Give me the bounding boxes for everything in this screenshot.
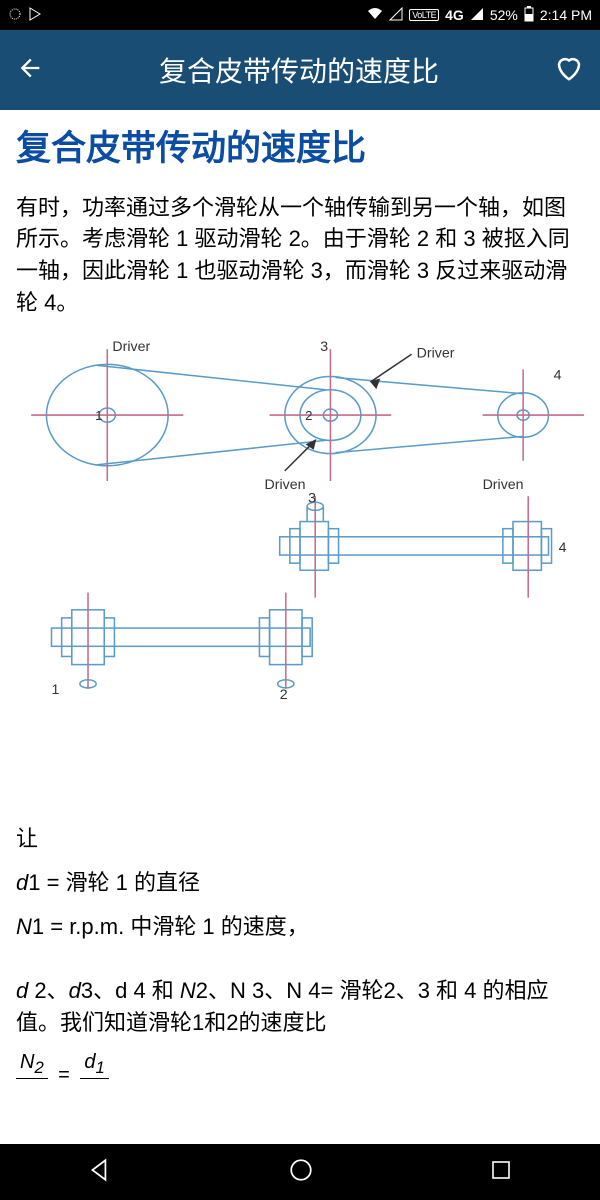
svg-text:Driven: Driven xyxy=(483,477,524,493)
definition-n1: N1 = r.p.m. 中滑轮 1 的速度， xyxy=(16,911,584,943)
wifi-icon xyxy=(367,7,383,24)
time-label: 2:14 PM xyxy=(540,7,592,23)
paragraph-2: d 2、d3、d 4 和 N2、N 3、N 4= 滑轮2、3 和 4 的相应值。… xyxy=(16,975,584,1039)
favorite-button[interactable] xyxy=(554,53,584,88)
svg-text:Driver: Driver xyxy=(417,345,455,361)
play-store-icon xyxy=(28,7,42,24)
content-heading: 复合皮带传动的速度比 xyxy=(16,126,584,172)
svg-text:2: 2 xyxy=(280,687,288,703)
page-title: 复合皮带传动的速度比 xyxy=(60,50,538,90)
definition-d1: d1 = 滑轮 1 的直径 xyxy=(16,867,584,899)
back-button[interactable] xyxy=(16,54,44,87)
android-nav-bar xyxy=(0,1144,600,1200)
svg-text:3: 3 xyxy=(320,339,328,355)
signal-icon-1 xyxy=(389,7,403,24)
content-area: 复合皮带传动的速度比 有时，功率通过多个滑轮从一个轴传输到另一个轴，如图所示。考… xyxy=(0,110,600,1118)
network-label: 4G xyxy=(445,7,464,23)
status-icon-circle xyxy=(8,7,22,24)
svg-text:1: 1 xyxy=(52,682,60,698)
nav-home-button[interactable] xyxy=(288,1157,314,1188)
svg-text:Driven: Driven xyxy=(265,477,306,493)
signal-icon-2 xyxy=(470,7,484,24)
volte-badge: VoLTE xyxy=(409,9,439,21)
status-bar: VoLTE 4G 52% 2:14 PM xyxy=(0,0,600,30)
belt-drive-diagram: Driver 3 Driver 4 1 2 Driven Driven xyxy=(16,339,584,714)
paragraph-1: 有时，功率通过多个滑轮从一个轴传输到另一个轴，如图所示。考虑滑轮 1 驱动滑轮 … xyxy=(16,192,584,320)
nav-back-button[interactable] xyxy=(87,1157,113,1188)
battery-label: 52% xyxy=(490,7,518,23)
svg-text:4: 4 xyxy=(554,368,562,384)
nav-recent-button[interactable] xyxy=(489,1158,513,1187)
svg-text:3: 3 xyxy=(308,490,316,506)
let-label: 让 xyxy=(16,823,584,855)
svg-text:1: 1 xyxy=(95,408,102,423)
svg-text:4: 4 xyxy=(559,540,567,556)
svg-text:2: 2 xyxy=(305,408,312,423)
svg-text:Driver: Driver xyxy=(112,339,150,355)
battery-icon xyxy=(524,6,534,25)
app-bar: 复合皮带传动的速度比 xyxy=(0,30,600,110)
speed-ratio-formula: N2 = d1 xyxy=(16,1051,584,1102)
